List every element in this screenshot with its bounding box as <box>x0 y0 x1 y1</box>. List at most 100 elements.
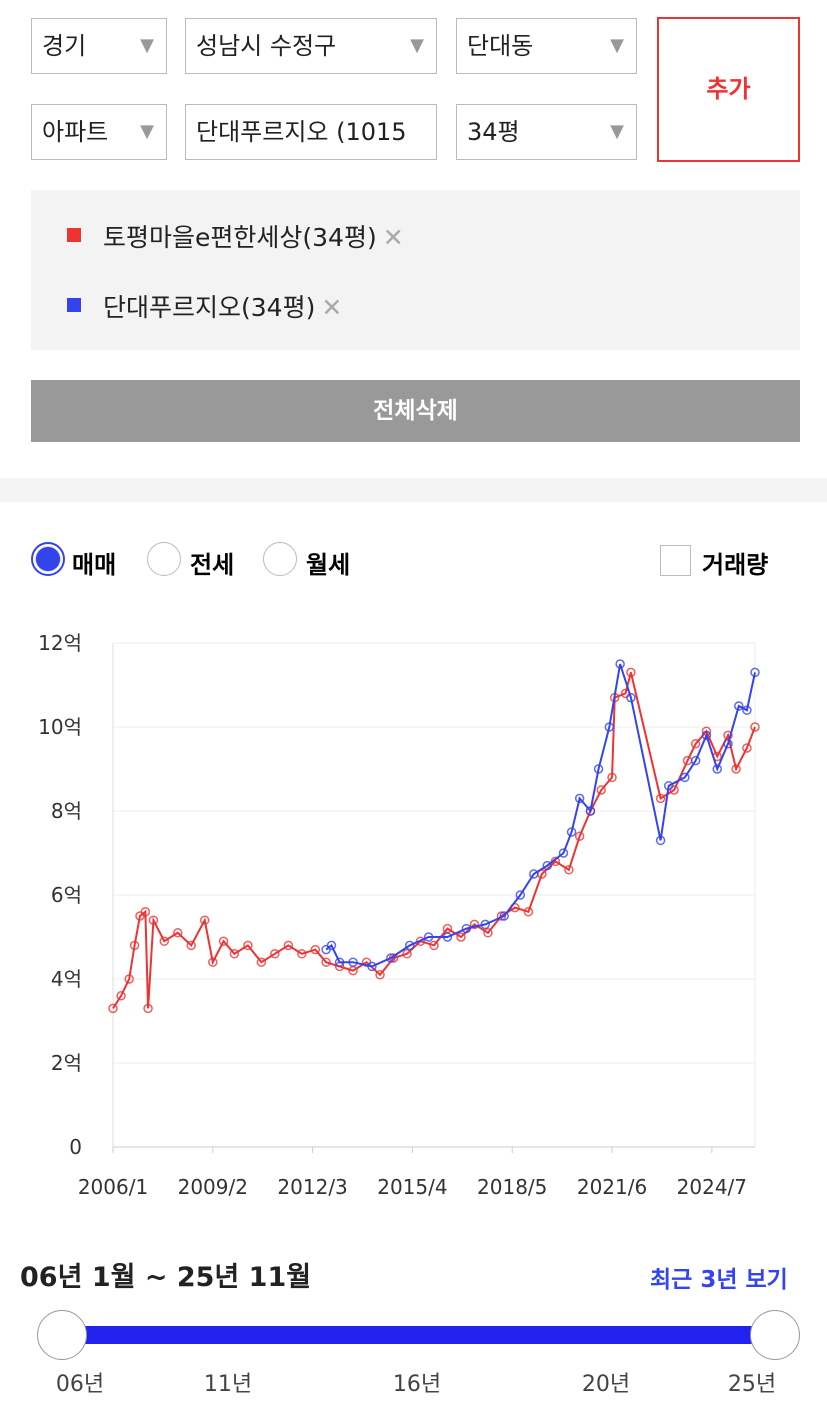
slider-handle[interactable] <box>750 1310 800 1360</box>
data-point <box>310 944 321 955</box>
data-point <box>750 722 760 732</box>
data-point <box>626 667 636 678</box>
y-tick-label: 12억 <box>38 631 82 655</box>
chart: 0 2억 4억 6억 8억 10억 12억 2006/1 2009/2 2012/3 2015/4 2… <box>38 631 760 1199</box>
data-point <box>108 1003 118 1014</box>
slider-track <box>62 1326 775 1344</box>
remove-icon[interactable]: ✕ <box>321 293 343 322</box>
data-point <box>731 764 741 774</box>
size-select[interactable]: 34평 ▼ <box>456 104 637 160</box>
series-line <box>112 672 756 1009</box>
select-text: 단대푸르지오 (1015 <box>196 118 407 146</box>
checkbox[interactable] <box>660 545 691 576</box>
data-point <box>124 974 134 984</box>
type-select[interactable]: 아파트 ▼ <box>31 104 167 160</box>
radio-label: 월세 <box>306 551 351 579</box>
radio[interactable] <box>263 542 297 576</box>
data-point <box>148 915 159 925</box>
data-point <box>442 932 453 942</box>
x-tick-label: 2009/2 <box>178 1175 248 1199</box>
select-text: 단대동 <box>467 32 534 60</box>
city-select[interactable]: 성남시 수정구 ▼ <box>185 18 437 74</box>
data-point <box>321 957 331 967</box>
slider-handle[interactable] <box>37 1310 87 1360</box>
recent-link[interactable]: 최근 3년 보기 <box>650 1267 788 1293</box>
radio-selected[interactable] <box>31 542 65 576</box>
arrow: ▼ <box>610 35 624 56</box>
data-point <box>515 890 526 900</box>
data-point <box>186 940 196 951</box>
add-button[interactable]: 추가 <box>657 17 800 162</box>
complex-select[interactable]: 단대푸르지오 (1015 <box>185 104 437 160</box>
delete-all-button[interactable]: 전체삭제 <box>31 380 800 442</box>
data-point <box>334 957 345 967</box>
data-point <box>243 940 253 951</box>
x-tick-label: 2018/5 <box>477 1175 547 1199</box>
x-tick-label: 2024/7 <box>677 1175 747 1199</box>
data-point <box>690 755 701 766</box>
data-point <box>172 928 183 938</box>
select-text: 34평 <box>467 118 520 146</box>
series-line <box>325 663 756 968</box>
data-point <box>542 860 553 871</box>
data-point <box>402 949 412 959</box>
data-point <box>712 764 722 774</box>
data-point <box>593 764 604 774</box>
data-point <box>415 936 426 946</box>
data-point <box>483 928 493 938</box>
radio-label: 매매 <box>72 551 117 579</box>
data-point <box>607 772 617 783</box>
data-point <box>655 835 666 846</box>
y-tick-label: 2억 <box>51 1051 82 1075</box>
legend-swatch <box>67 298 81 312</box>
data-point <box>367 961 377 972</box>
data-point <box>701 730 712 741</box>
x-tick-label: 2021/6 <box>577 1175 647 1199</box>
data-point <box>229 949 240 959</box>
data-point <box>386 953 396 963</box>
region-select[interactable]: 경기 ▼ <box>31 18 167 74</box>
dong-select[interactable]: 단대동 ▼ <box>456 18 637 74</box>
data-point <box>199 915 210 925</box>
legend-label: 토평마을e편한세상(34평) <box>103 223 377 252</box>
data-point <box>655 793 666 804</box>
radio[interactable] <box>147 542 181 576</box>
arrow: ▼ <box>610 121 624 142</box>
data-point <box>283 940 294 951</box>
select-text: 성남시 수정구 <box>196 32 337 60</box>
data-point <box>585 806 596 816</box>
y-tick-label: 4억 <box>51 967 82 991</box>
data-point <box>564 865 574 875</box>
data-point <box>529 869 539 879</box>
data-point <box>218 936 229 946</box>
remove-icon[interactable]: ✕ <box>382 223 404 252</box>
y-tick-label: 0 <box>69 1135 82 1159</box>
x-tick-label: 2006/1 <box>78 1175 148 1199</box>
arrow: ▼ <box>140 35 154 56</box>
data-point <box>297 949 307 959</box>
data-point <box>256 957 267 967</box>
data-point <box>742 705 752 715</box>
data-point <box>523 907 534 917</box>
data-point <box>159 936 170 946</box>
data-point <box>734 701 744 711</box>
data-point <box>375 970 385 980</box>
range-tick: 16년 <box>392 1372 442 1397</box>
legend-item: 토평마을e편한세상(34평) ✕ <box>103 218 404 254</box>
data-point <box>116 991 126 1001</box>
data-point <box>326 940 337 951</box>
divider <box>0 478 827 502</box>
x-tick-label: 2012/3 <box>277 1175 347 1199</box>
y-tick-label: 10억 <box>38 715 82 739</box>
data-point <box>129 940 140 951</box>
data-point <box>456 932 466 942</box>
data-point <box>429 940 439 951</box>
legend-label: 단대푸르지오(34평) <box>103 293 316 322</box>
data-point <box>680 772 690 783</box>
data-point <box>566 827 577 837</box>
legend-swatch <box>67 228 81 242</box>
range-tick: 25년 <box>727 1372 777 1397</box>
range-tick: 06년 <box>55 1372 105 1397</box>
data-point <box>348 957 358 967</box>
